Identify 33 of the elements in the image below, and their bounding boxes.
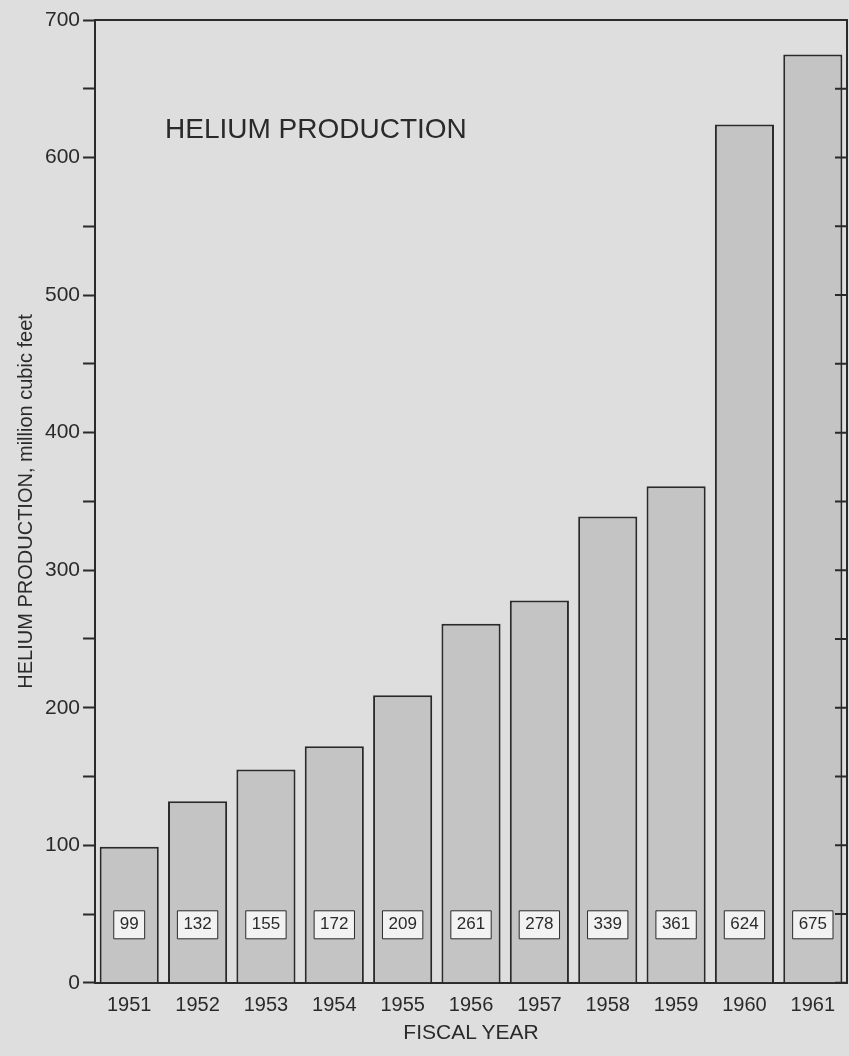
x-axis-title: FISCAL YEAR — [403, 1020, 539, 1044]
y-tick-label: 200 — [44, 694, 81, 718]
data-label: 261 — [456, 914, 486, 934]
y-tick-label: 600 — [44, 144, 81, 168]
data-label: 132 — [183, 914, 212, 934]
data-label: 675 — [798, 914, 828, 934]
data-label: 361 — [661, 914, 691, 934]
y-tick-label: 0 — [68, 969, 81, 993]
x-tick-label: 1955 — [380, 993, 425, 1016]
x-tick-label: 1952 — [175, 993, 220, 1016]
data-label: 624 — [730, 914, 759, 934]
data-label: 339 — [593, 914, 622, 934]
y-tick-label: 500 — [44, 281, 81, 305]
data-label: 172 — [320, 914, 349, 934]
x-tick-label: 1958 — [585, 993, 630, 1016]
x-tick-label: 1960 — [722, 993, 767, 1016]
y-axis-title: HELIUM PRODUCTION, million cubic feet — [13, 313, 36, 689]
y-tick-label: 100 — [44, 832, 81, 856]
data-label: 155 — [251, 914, 281, 934]
x-tick-label: 1956 — [448, 993, 494, 1016]
text: HELIUM PRODUCTION — [165, 113, 467, 145]
x-tick-label: 1957 — [517, 993, 562, 1016]
data-label: 99 — [119, 914, 139, 934]
data-label: 209 — [388, 914, 417, 934]
x-tick-label: 1953 — [243, 993, 289, 1016]
y-tick-label: 300 — [44, 556, 81, 580]
y-tick-label: 400 — [44, 419, 81, 443]
x-tick-label: 1954 — [312, 993, 357, 1016]
x-tick-label: 1961 — [790, 993, 836, 1016]
y-tick-label: 700 — [44, 6, 81, 30]
data-label: 278 — [525, 914, 554, 934]
x-tick-label: 1959 — [653, 993, 699, 1016]
x-tick-label: 1951 — [106, 993, 152, 1016]
